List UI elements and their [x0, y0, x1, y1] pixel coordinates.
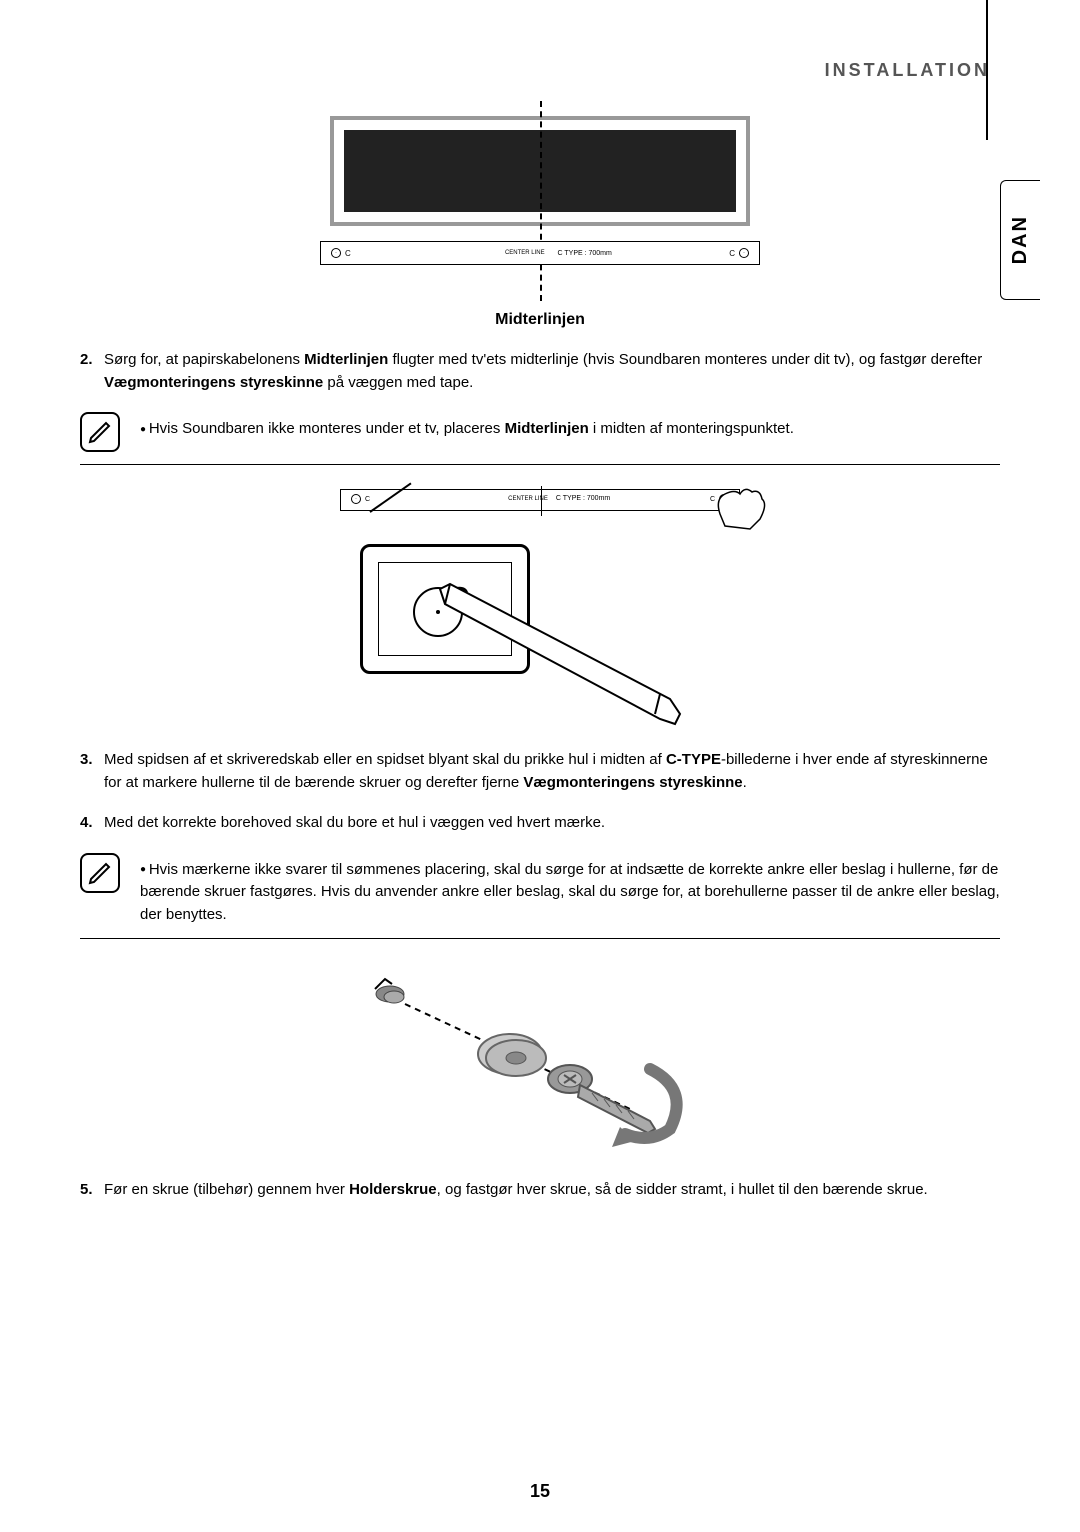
step-3-text: Med spidsen af et skriveredskab eller en…	[104, 749, 1000, 794]
center-label: CENTER LINE	[505, 250, 545, 256]
note-icon	[80, 412, 120, 452]
divider-2	[80, 938, 1000, 939]
screw-diagram	[350, 969, 730, 1149]
divider-1	[80, 464, 1000, 465]
section-header: INSTALLATION	[80, 60, 1000, 81]
note-2-text: Hvis mærkerne ikke svarer til sømmenes p…	[140, 853, 1000, 927]
step-4: 4. Med det korrekte borehoved skal du bo…	[80, 812, 1000, 835]
note-icon-2	[80, 853, 120, 893]
guide-bar-2: · C CENTER LINE C TYPE : 700mm C ·	[340, 489, 740, 511]
step-3-number: 3.	[80, 749, 104, 794]
step-2: 2. Sørg for, at papirskabelonens Midterl…	[80, 349, 1000, 394]
hand-icon	[710, 484, 770, 534]
step-4-number: 4.	[80, 812, 104, 835]
c-mark-right: C	[729, 249, 735, 258]
note-1-text: Hvis Soundbaren ikke monteres under et t…	[140, 412, 1000, 441]
side-tab-label: DAN	[1009, 215, 1032, 264]
step-2-text: Sørg for, at papirskabelonens Midterlinj…	[104, 349, 1000, 394]
step-5-text: Før en skrue (tilbehør) gennem hver Hold…	[104, 1179, 1000, 1202]
figure-screw	[80, 969, 1000, 1149]
tv-diagram: · C CENTER LINE C TYPE : 700mm C ·	[320, 101, 760, 301]
c-mark-left-2: C	[365, 496, 370, 503]
figure-tv-centerline: · C CENTER LINE C TYPE : 700mm C · Midte…	[80, 101, 1000, 329]
guide-left-hole: · C	[327, 248, 351, 258]
pen-diagram: · C CENTER LINE C TYPE : 700mm C · C	[320, 489, 760, 719]
step-3: 3. Med spidsen af et skriveredskab eller…	[80, 749, 1000, 794]
pen-icon	[430, 579, 690, 729]
center-dashed-line	[540, 101, 542, 301]
note-1: Hvis Soundbaren ikke monteres under et t…	[80, 412, 1000, 452]
ctype-label-2: C TYPE : 700mm	[556, 495, 610, 502]
page-container: INSTALLATION DAN · C CENTER LINE C TYPE …	[0, 0, 1080, 1260]
step-2-number: 2.	[80, 349, 104, 394]
c-mark-left: C	[345, 249, 351, 258]
step-5-number: 5.	[80, 1179, 104, 1202]
guide-right-hole: C ·	[729, 248, 753, 258]
page-number: 15	[0, 1481, 1080, 1502]
step-5: 5. Før en skrue (tilbehør) gennem hver H…	[80, 1179, 1000, 1202]
step-4-text: Med det korrekte borehoved skal du bore …	[104, 812, 1000, 835]
ctype-label: C TYPE : 700mm	[558, 250, 612, 257]
language-side-tab: DAN	[1000, 180, 1040, 300]
figure-1-caption: Midterlinjen	[495, 311, 585, 329]
note-2: Hvis mærkerne ikke svarer til sømmenes p…	[80, 853, 1000, 927]
figure-pen-marking: · C CENTER LINE C TYPE : 700mm C · C	[80, 489, 1000, 719]
mounting-guide-bar: · C CENTER LINE C TYPE : 700mm C ·	[320, 241, 760, 265]
